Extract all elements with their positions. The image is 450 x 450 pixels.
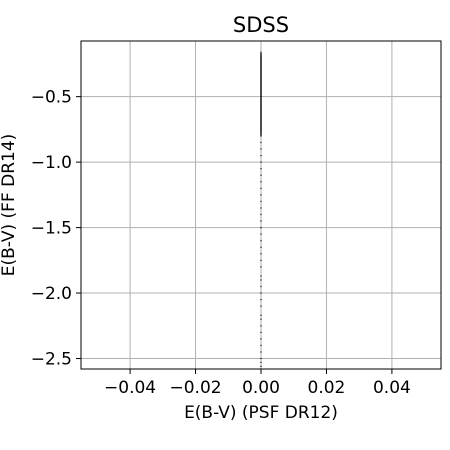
- y-tick-label: −2.5: [31, 350, 72, 370]
- data-point: [260, 135, 262, 137]
- x-tick-label: −0.02: [169, 378, 221, 398]
- data-point: [260, 285, 262, 288]
- data-point: [260, 246, 262, 248]
- data-point: [260, 344, 262, 347]
- data-points: [260, 51, 262, 367]
- data-point: [260, 154, 262, 157]
- y-axis: −0.5 −1.0 −1.5 −2.0 −2.5: [31, 88, 81, 370]
- data-point: [260, 325, 262, 327]
- data-point: [260, 351, 262, 353]
- chart-title: SDSS: [233, 13, 289, 37]
- data-point: [260, 226, 262, 229]
- x-tick-label: −0.04: [104, 378, 156, 398]
- data-point: [260, 194, 262, 196]
- data-point: [260, 331, 262, 333]
- x-tick-label: 0.04: [373, 378, 411, 398]
- data-point: [260, 141, 262, 144]
- data-point: [260, 338, 262, 340]
- data-point: [260, 253, 262, 255]
- data-point: [260, 357, 262, 360]
- y-tick-label: −1.0: [31, 153, 72, 173]
- data-point: [260, 168, 262, 170]
- data-point: [260, 275, 262, 277]
- data-point: [260, 233, 262, 235]
- data-point: [260, 187, 262, 189]
- data-point: [260, 279, 262, 281]
- y-axis-label: E(B-V) (FF DR14): [0, 134, 19, 277]
- data-point: [260, 361, 262, 364]
- x-tick-label: 0.02: [308, 378, 346, 398]
- data-point: [260, 161, 262, 163]
- data-point: [260, 174, 262, 176]
- y-tick-label: −2.0: [31, 284, 72, 304]
- data-point: [260, 207, 262, 209]
- data-point: [260, 266, 262, 268]
- data-point: [260, 130, 262, 137]
- y-tick-label: −0.5: [31, 88, 72, 108]
- data-point: [260, 314, 262, 316]
- data-point: [260, 318, 262, 320]
- x-axis: −0.04 −0.02 0.00 0.02 0.04: [104, 369, 411, 398]
- data-point: [260, 259, 262, 261]
- data-point: [260, 365, 262, 367]
- y-tick-label: −1.5: [31, 219, 72, 239]
- data-point: [260, 220, 262, 222]
- data-point: [260, 305, 262, 307]
- data-point: [260, 148, 262, 150]
- x-axis-label: E(B-V) (PSF DR12): [184, 403, 338, 423]
- data-point: [260, 181, 262, 183]
- data-point: [260, 200, 262, 202]
- data-point: [260, 299, 262, 301]
- data-point: [260, 240, 262, 242]
- data-point: [260, 292, 262, 294]
- data-point: [260, 213, 262, 216]
- x-tick-label: 0.00: [242, 378, 280, 398]
